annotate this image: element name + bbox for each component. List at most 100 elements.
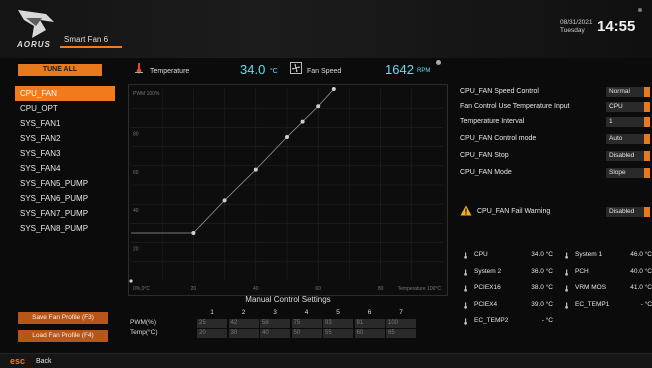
- pwm-input[interactable]: 58: [260, 319, 290, 328]
- back-label[interactable]: Back: [36, 358, 52, 365]
- chevron-down-icon: [644, 102, 650, 112]
- x-tick-label: 80: [378, 286, 384, 292]
- temp-input[interactable]: 40: [260, 329, 290, 338]
- save-fan-profile-button[interactable]: Save Fan Profile (F3): [18, 312, 108, 324]
- indicator-dot: [436, 60, 441, 65]
- fan-speed-unit: RPM: [417, 68, 431, 74]
- sensor-value: 38.0 °C: [531, 284, 553, 291]
- setting-dropdown[interactable]: Normal: [606, 87, 650, 97]
- thermometer-icon: [565, 285, 568, 292]
- curve-point[interactable]: [285, 135, 289, 139]
- header-bar: [0, 0, 652, 58]
- fan-list-item[interactable]: SYS_FAN4: [20, 164, 61, 173]
- sensor-value: 36.0 °C: [531, 268, 553, 275]
- curve-point[interactable]: [316, 104, 321, 109]
- chevron-down-icon: [644, 134, 650, 144]
- fan-list-item[interactable]: SYS_FAN7_PUMP: [20, 209, 89, 218]
- sensor-value: - °C: [640, 301, 652, 308]
- pwm-input[interactable]: 25: [197, 319, 227, 328]
- thermometer-icon: [464, 285, 467, 292]
- chevron-down-icon: [644, 168, 650, 178]
- sensor-value: 41.0 °C: [630, 284, 652, 291]
- sensor-label: System 1: [575, 251, 603, 258]
- status-dot: [638, 8, 642, 12]
- pwm-input[interactable]: 75: [291, 319, 322, 328]
- thermometer-icon: [464, 252, 467, 259]
- day-text: Tuesday: [560, 27, 585, 34]
- setting-label: CPU_FAN Mode: [460, 169, 512, 176]
- aorus-logo-icon: [18, 10, 54, 38]
- setting-label: Temperature Interval: [460, 118, 525, 125]
- chevron-down-icon: [644, 87, 650, 97]
- sensor-label: VRM MOS: [575, 284, 607, 291]
- setting-dropdown[interactable]: Auto: [606, 134, 650, 144]
- sensor-value: 39.0 °C: [531, 301, 553, 308]
- x-tick-label: 20: [191, 286, 197, 292]
- fan-curve-chart[interactable]: PWM 100% 0%,0°C Temperature 100°C 20 40 60 80 2…: [129, 85, 447, 295]
- origin-point: [129, 279, 133, 283]
- setting-value: Slope: [609, 169, 626, 176]
- curve-point[interactable]: [222, 198, 227, 203]
- curve-point[interactable]: [253, 167, 258, 172]
- fan-list-item[interactable]: SYS_FAN5_PUMP: [20, 179, 89, 188]
- sensor-label: EC_TEMP2: [474, 317, 509, 324]
- setting-value: Normal: [609, 88, 630, 95]
- column-number: 7: [399, 309, 403, 316]
- temp-input[interactable]: 55: [323, 329, 353, 338]
- setting-dropdown[interactable]: 1: [606, 117, 650, 127]
- sensor-value: 40.0 °C: [630, 268, 652, 275]
- fan-list-item[interactable]: SYS_FAN1: [20, 119, 61, 128]
- y-axis-label: PWM 100%: [133, 91, 160, 97]
- curve-point[interactable]: [331, 87, 336, 91]
- setting-value: 1: [609, 118, 613, 125]
- tune-all-button[interactable]: TUNE ALL: [18, 64, 102, 76]
- setting-value: CPU: [609, 103, 623, 110]
- fan-list-item[interactable]: CPU_OPT: [20, 104, 58, 113]
- setting-dropdown[interactable]: Disabled: [606, 151, 650, 161]
- esc-key-button[interactable]: esc: [10, 356, 26, 366]
- pwm-input[interactable]: 83: [323, 319, 353, 328]
- fail-warning-dropdown[interactable]: Disabled: [606, 207, 650, 217]
- fan-curve-line: [131, 88, 335, 234]
- pwm-input[interactable]: 91: [354, 319, 385, 328]
- fan-list-item[interactable]: SYS_FAN6_PUMP: [20, 194, 89, 203]
- sensor-label: EC_TEMP1: [575, 301, 610, 308]
- temperature-value: 34.0: [240, 62, 266, 77]
- y-tick-label: 40: [133, 208, 139, 214]
- sensor-label: CPU: [474, 251, 488, 258]
- fail-warning-value: Disabled: [609, 208, 635, 215]
- fan-list-item[interactable]: SYS_FAN3: [20, 149, 61, 158]
- fan-list-item[interactable]: CPU_FAN: [15, 86, 115, 101]
- column-number: 4: [304, 309, 309, 316]
- thermometer-icon: [135, 63, 143, 74]
- sensor-label: PCIEX16: [474, 284, 501, 291]
- curve-point[interactable]: [191, 231, 196, 235]
- sensor-label: System 2: [474, 268, 502, 275]
- fan-list-item[interactable]: SYS_FAN2: [20, 134, 61, 143]
- setting-value: Disabled: [609, 152, 635, 159]
- x-axis-label: Temperature 100°C: [398, 286, 442, 292]
- fan-list-item[interactable]: SYS_FAN8_PUMP: [20, 224, 89, 233]
- tab-smart-fan-6[interactable]: Smart Fan 6: [64, 35, 109, 44]
- pwm-input[interactable]: 100: [386, 319, 416, 328]
- pwm-input[interactable]: 42: [228, 319, 259, 328]
- curve-point[interactable]: [300, 119, 305, 124]
- y-tick-label: 60: [133, 170, 139, 176]
- setting-label: CPU_FAN Stop: [460, 152, 509, 159]
- column-number: 3: [273, 309, 277, 316]
- chevron-down-icon: [644, 207, 650, 217]
- sensor-value: - °C: [541, 317, 553, 324]
- thermometer-icon: [565, 302, 568, 309]
- setting-label: CPU_FAN Control mode: [460, 135, 537, 142]
- temp-input[interactable]: 50: [291, 329, 322, 338]
- temp-input[interactable]: 60: [354, 329, 385, 338]
- fan-icon: [290, 62, 302, 74]
- load-fan-profile-button[interactable]: Load Fan Profile (F4): [18, 330, 108, 342]
- temp-input[interactable]: 30: [228, 329, 259, 338]
- temp-input[interactable]: 65: [386, 329, 416, 338]
- setting-dropdown[interactable]: Slope: [606, 168, 650, 178]
- column-number: 2: [241, 309, 246, 316]
- fan-speed-label: Fan Speed: [307, 68, 342, 75]
- temp-input[interactable]: 20: [197, 329, 227, 338]
- setting-dropdown[interactable]: CPU: [606, 102, 650, 112]
